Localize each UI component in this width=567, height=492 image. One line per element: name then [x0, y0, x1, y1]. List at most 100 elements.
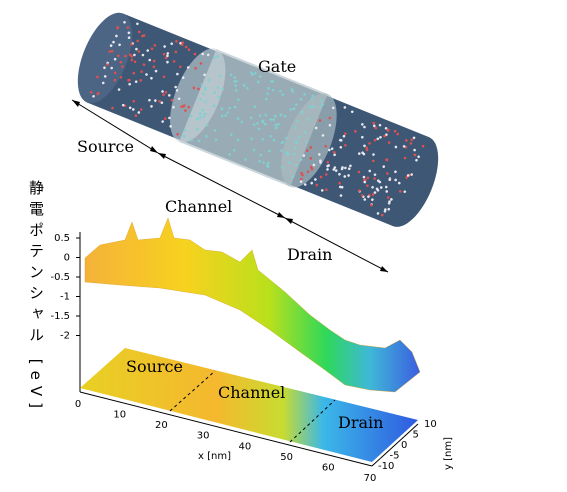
- dot: [347, 167, 351, 171]
- dot: [332, 168, 336, 171]
- dot: [196, 117, 199, 121]
- dot: [118, 43, 121, 47]
- dot: [269, 118, 273, 121]
- dot: [152, 59, 156, 63]
- dot: [127, 36, 131, 40]
- dot: [182, 104, 186, 107]
- dot: [161, 90, 164, 93]
- dot: [141, 53, 145, 57]
- dot: [96, 92, 100, 96]
- dot: [291, 89, 294, 93]
- dot: [338, 172, 341, 176]
- arrow-heads: [72, 100, 388, 272]
- dot: [339, 145, 343, 149]
- dot: [373, 173, 377, 176]
- dot: [266, 164, 269, 167]
- dot: [150, 76, 153, 80]
- dot: [117, 54, 120, 58]
- dot: [264, 113, 268, 117]
- dot: [172, 60, 176, 63]
- dot: [300, 177, 303, 181]
- dot: [214, 138, 218, 141]
- dot: [108, 50, 112, 53]
- z-tick-label: 0.5: [54, 233, 70, 244]
- dot: [261, 137, 265, 141]
- dot: [275, 126, 278, 130]
- dot: [201, 108, 204, 112]
- dot: [96, 75, 99, 79]
- dot: [196, 127, 199, 131]
- z-tick-label: -1.5: [50, 311, 70, 322]
- dot: [166, 54, 169, 58]
- dot: [387, 207, 391, 211]
- dot: [205, 135, 208, 138]
- dot: [271, 88, 275, 92]
- dot: [386, 128, 390, 132]
- dot: [137, 30, 141, 34]
- dot: [343, 132, 347, 136]
- dot: [370, 203, 373, 207]
- dot: [309, 105, 313, 108]
- dot: [233, 76, 237, 80]
- dot: [390, 198, 393, 201]
- dot: [187, 48, 191, 52]
- dot: [219, 74, 222, 78]
- nanowire: [77, 12, 439, 227]
- dot: [302, 154, 306, 157]
- dot: [384, 185, 388, 189]
- dot: [403, 156, 407, 160]
- dot: [134, 80, 138, 83]
- dot: [319, 105, 322, 109]
- dot: [319, 175, 323, 179]
- dot: [164, 56, 168, 60]
- dot: [292, 107, 296, 111]
- dot: [186, 66, 190, 69]
- dot: [189, 114, 193, 118]
- dot: [384, 208, 387, 211]
- dot: [290, 87, 294, 91]
- dot: [106, 63, 109, 66]
- dot: [272, 118, 275, 121]
- dot: [297, 135, 301, 139]
- dot: [270, 80, 273, 83]
- dot: [303, 183, 307, 186]
- dot: [213, 56, 216, 59]
- dot: [205, 123, 209, 127]
- dot: [261, 119, 265, 123]
- dot: [373, 138, 377, 142]
- dot: [89, 91, 93, 94]
- dot: [161, 120, 164, 123]
- dot: [202, 115, 206, 118]
- dot: [154, 99, 157, 102]
- dot: [326, 168, 329, 171]
- dot: [357, 152, 361, 155]
- dot: [317, 153, 321, 156]
- dot: [181, 76, 185, 79]
- x-label: x [nm]: [198, 451, 231, 462]
- dot: [110, 49, 114, 53]
- dot: [253, 105, 257, 109]
- dot: [384, 127, 388, 130]
- dot: [192, 86, 196, 90]
- dot: [170, 42, 174, 46]
- dot: [321, 134, 325, 137]
- x-tick-label: 40: [238, 441, 251, 452]
- dot: [258, 159, 261, 163]
- dot: [324, 144, 328, 148]
- dot: [212, 104, 216, 107]
- dot: [306, 170, 310, 173]
- dot: [252, 123, 256, 126]
- dot: [137, 111, 141, 114]
- dot: [139, 108, 143, 111]
- dot: [410, 173, 413, 176]
- dot: [103, 66, 106, 70]
- dot: [187, 105, 191, 109]
- dot: [128, 53, 132, 57]
- dot: [274, 123, 278, 127]
- dot: [325, 173, 328, 176]
- dot: [164, 91, 168, 94]
- dot: [320, 189, 324, 192]
- dot: [233, 105, 237, 109]
